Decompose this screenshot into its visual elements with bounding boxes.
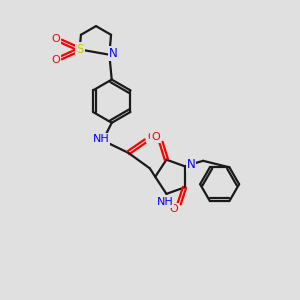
Text: S: S <box>76 43 84 56</box>
Text: O: O <box>51 34 60 44</box>
Text: N: N <box>109 47 118 60</box>
Text: O: O <box>169 204 178 214</box>
Text: O: O <box>151 132 160 142</box>
Text: O: O <box>51 55 60 65</box>
Text: NH: NH <box>157 197 173 207</box>
Text: O: O <box>147 132 156 142</box>
Text: N: N <box>187 158 196 171</box>
Text: NH: NH <box>93 134 110 144</box>
